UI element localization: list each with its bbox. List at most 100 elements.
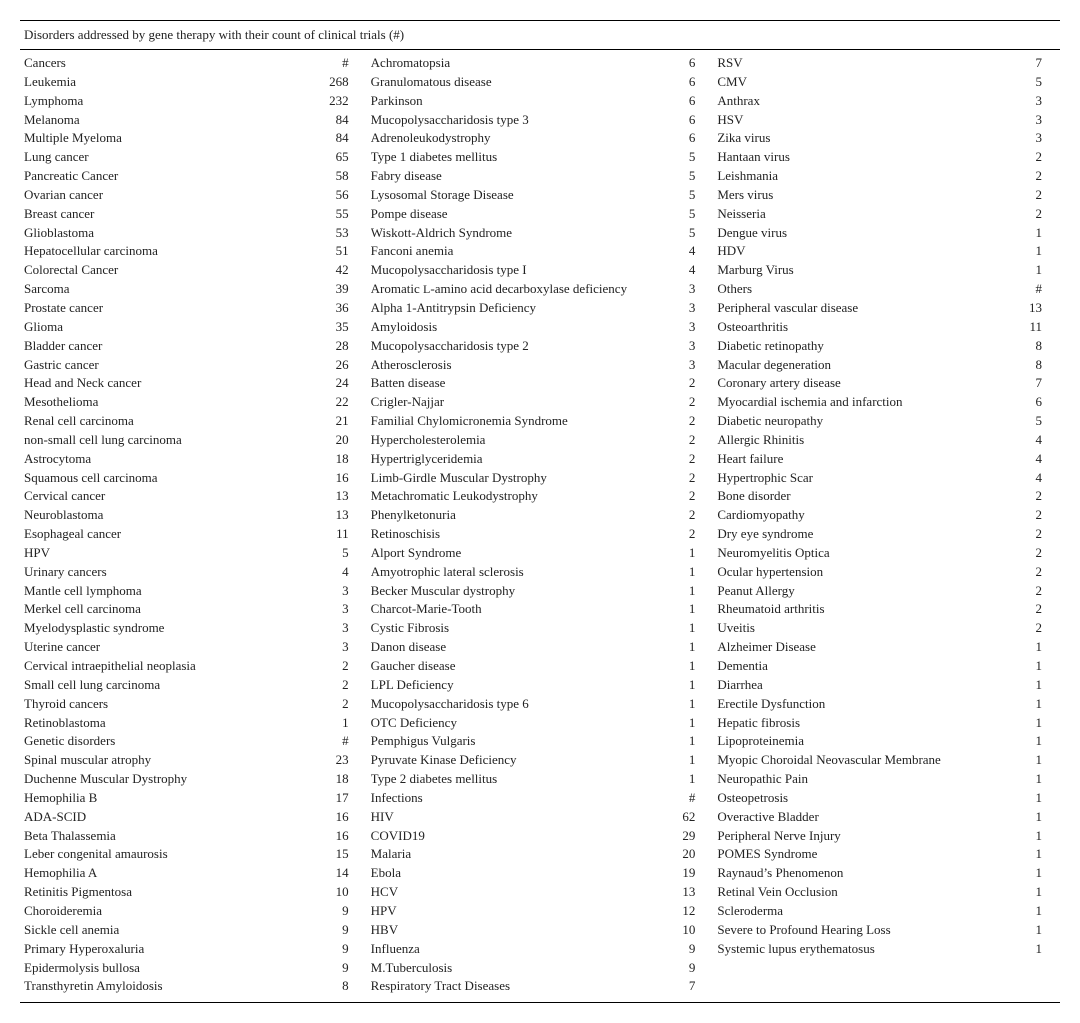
table-row: Urinary cancers4 — [24, 563, 349, 582]
disorder-name: Neuromyelitis Optica — [717, 544, 998, 563]
disorder-count: 6 — [651, 111, 695, 130]
table-row: Charcot-Marie-Tooth1 — [371, 600, 696, 619]
disorder-count: 2 — [651, 487, 695, 506]
disorder-name: Genetic disorders — [24, 732, 305, 751]
table-row: Myopic Choroidal Neovascular Membrane1 — [717, 751, 1042, 770]
disorder-count: 2 — [998, 582, 1042, 601]
table-row: Coronary artery disease7 — [717, 374, 1042, 393]
disorder-name: Marburg Virus — [717, 261, 998, 280]
disorder-name: RSV — [717, 54, 998, 73]
disorder-name: Adrenoleukodystrophy — [371, 129, 652, 148]
table-row: Hypertrophic Scar4 — [717, 469, 1042, 488]
table-row: Hepatocellular carcinoma51 — [24, 242, 349, 261]
disorder-name: Hantaan virus — [717, 148, 998, 167]
table-row: Granulomatous disease6 — [371, 73, 696, 92]
disorder-count: 8 — [998, 337, 1042, 356]
table-row: Leishmania2 — [717, 167, 1042, 186]
disorder-count: 13 — [305, 506, 349, 525]
disorder-name: Alport Syndrome — [371, 544, 652, 563]
table-row: Lysosomal Storage Disease5 — [371, 186, 696, 205]
disorder-name: Head and Neck cancer — [24, 374, 305, 393]
table-row: Respiratory Tract Diseases7 — [371, 977, 696, 996]
disorder-name: non-small cell lung carcinoma — [24, 431, 305, 450]
disorder-count: 20 — [651, 845, 695, 864]
disorder-count: 2 — [998, 148, 1042, 167]
table-row: Leber congenital amaurosis15 — [24, 845, 349, 864]
table-row: Gaucher disease1 — [371, 657, 696, 676]
disorder-name: Atherosclerosis — [371, 356, 652, 375]
disorder-count: 2 — [998, 186, 1042, 205]
disorder-count: 51 — [305, 242, 349, 261]
table-row: Merkel cell carcinoma3 — [24, 600, 349, 619]
table-caption: Disorders addressed by gene therapy with… — [20, 21, 1060, 50]
disorder-count: 65 — [305, 148, 349, 167]
table-row: Pemphigus Vulgaris1 — [371, 732, 696, 751]
table-row: Prostate cancer36 — [24, 299, 349, 318]
disorder-name: Lysosomal Storage Disease — [371, 186, 652, 205]
disorder-name: Cystic Fibrosis — [371, 619, 652, 638]
table-row: Ocular hypertension2 — [717, 563, 1042, 582]
disorder-name: Aromatic L-amino acid decarboxylase defi… — [371, 280, 652, 299]
disorder-count: 1 — [651, 563, 695, 582]
disorder-name: Pompe disease — [371, 205, 652, 224]
disorder-name: POMES Syndrome — [717, 845, 998, 864]
disorder-count: 23 — [305, 751, 349, 770]
disorder-name: Astrocytoma — [24, 450, 305, 469]
table-row: Metachromatic Leukodystrophy2 — [371, 487, 696, 506]
disorder-name: Hemophilia A — [24, 864, 305, 883]
table-row: Spinal muscular atrophy23 — [24, 751, 349, 770]
disorder-count: 5 — [305, 544, 349, 563]
disorder-name: Hepatocellular carcinoma — [24, 242, 305, 261]
disorder-count: 1 — [651, 714, 695, 733]
table-row: Crigler-Najjar2 — [371, 393, 696, 412]
table-row: Diabetic neuropathy5 — [717, 412, 1042, 431]
disorder-name: Neuroblastoma — [24, 506, 305, 525]
table-row: Batten disease2 — [371, 374, 696, 393]
table-row: Allergic Rhinitis4 — [717, 431, 1042, 450]
disorder-count: 3 — [998, 129, 1042, 148]
disorder-count: 5 — [651, 224, 695, 243]
table-row: Familial Chylomicronemia Syndrome2 — [371, 412, 696, 431]
disorder-name: Pyruvate Kinase Deficiency — [371, 751, 652, 770]
table-row: Others# — [717, 280, 1042, 299]
disorder-count: 1 — [998, 657, 1042, 676]
table-row: Mesothelioma22 — [24, 393, 349, 412]
table-row: Neuromyelitis Optica2 — [717, 544, 1042, 563]
table-row: Uveitis2 — [717, 619, 1042, 638]
disorder-name: Lung cancer — [24, 148, 305, 167]
disorder-count: 3 — [998, 92, 1042, 111]
disorder-name: Fabry disease — [371, 167, 652, 186]
disorder-name: Mucopolysaccharidosis type 3 — [371, 111, 652, 130]
disorder-count: 9 — [305, 940, 349, 959]
disorder-name: Mucopolysaccharidosis type 2 — [371, 337, 652, 356]
table-row: Gastric cancer26 — [24, 356, 349, 375]
disorder-count: 2 — [998, 563, 1042, 582]
table-row: Cancers# — [24, 54, 349, 73]
disorder-count: 16 — [305, 808, 349, 827]
table-row: Mantle cell lymphoma3 — [24, 582, 349, 601]
table-row: Neisseria2 — [717, 205, 1042, 224]
disorder-name: Allergic Rhinitis — [717, 431, 998, 450]
disorder-name: Leber congenital amaurosis — [24, 845, 305, 864]
disorder-name: Hypertrophic Scar — [717, 469, 998, 488]
disorder-count: 4 — [998, 469, 1042, 488]
disorder-name: Retinoschisis — [371, 525, 652, 544]
disorder-name: Familial Chylomicronemia Syndrome — [371, 412, 652, 431]
disorder-count: 2 — [651, 412, 695, 431]
disorder-count: 2 — [998, 167, 1042, 186]
disorder-name: Ocular hypertension — [717, 563, 998, 582]
disorder-name: Danon disease — [371, 638, 652, 657]
disorder-count: 1 — [305, 714, 349, 733]
disorder-count: # — [651, 789, 695, 808]
disorder-count: 9 — [651, 959, 695, 978]
table-row: Hypertriglyceridemia2 — [371, 450, 696, 469]
disorder-count: 2 — [305, 676, 349, 695]
disorder-name: Glioma — [24, 318, 305, 337]
smallcaps-letter: L — [423, 282, 430, 296]
table-row: Osteoarthritis11 — [717, 318, 1042, 337]
disorder-name: Bone disorder — [717, 487, 998, 506]
disorder-name: Esophageal cancer — [24, 525, 305, 544]
disorder-count: 2 — [651, 506, 695, 525]
table-row: Hypercholesterolemia2 — [371, 431, 696, 450]
column-2: Achromatopsia6Granulomatous disease6Park… — [367, 54, 714, 996]
